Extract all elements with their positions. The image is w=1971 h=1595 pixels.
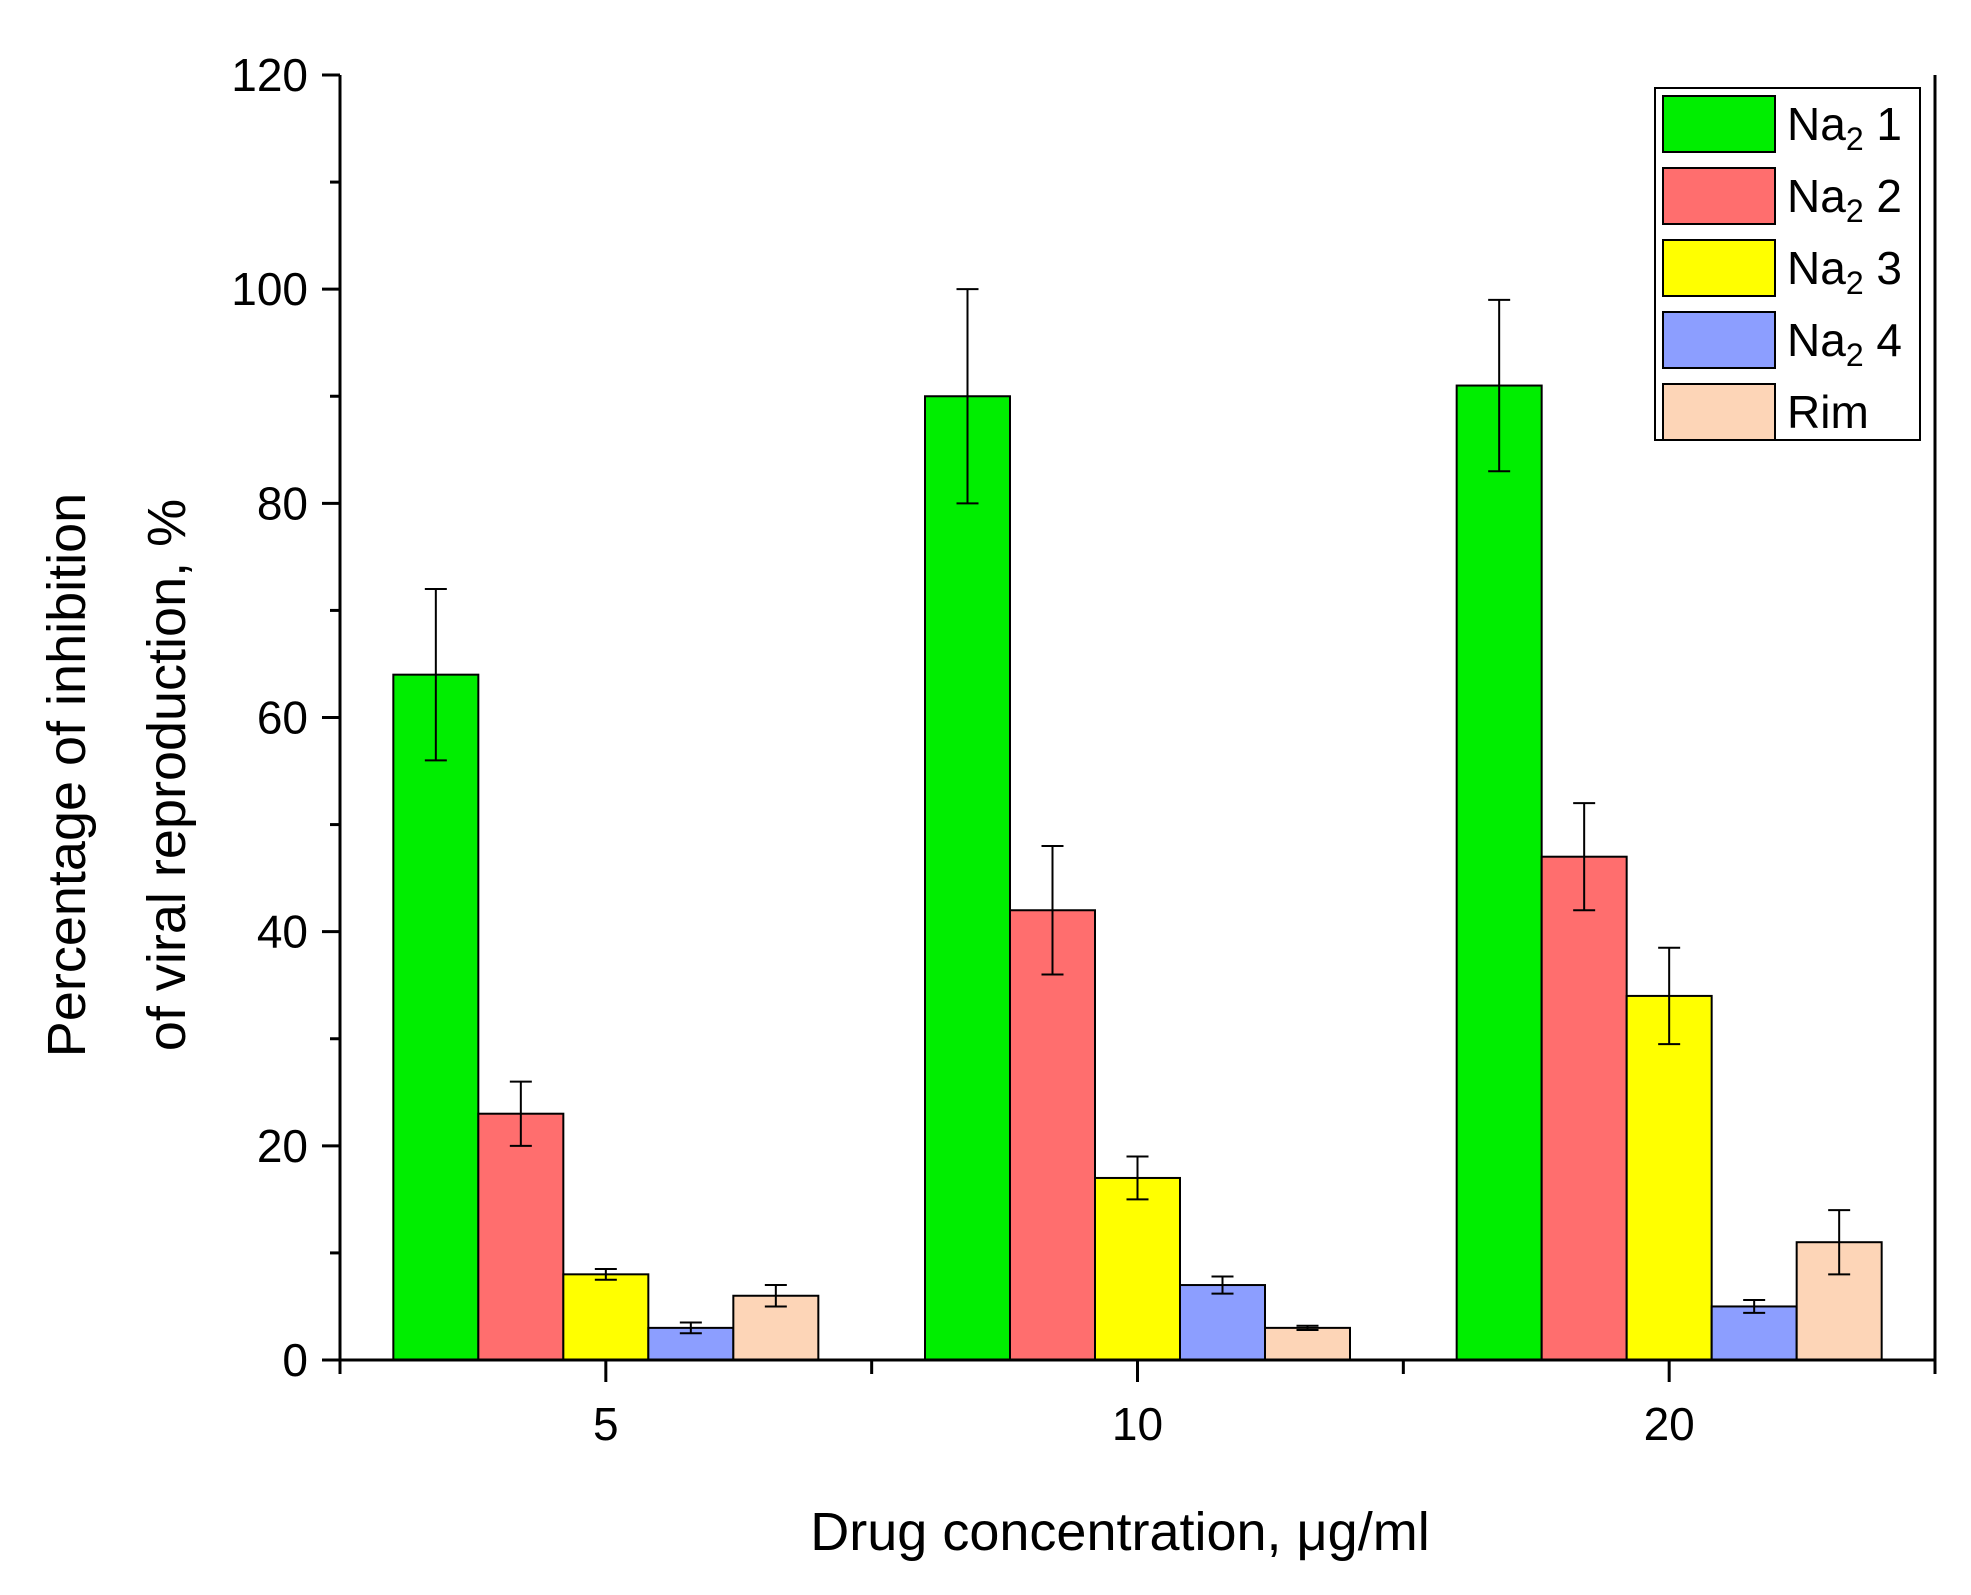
bar-3-10 bbox=[1094, 1176, 1181, 1362]
y-tick-label: 40 bbox=[257, 906, 308, 958]
bar-1-10 bbox=[924, 395, 1011, 1361]
legend-item-3: Na2 3 bbox=[1662, 239, 1902, 301]
bar-1-5 bbox=[392, 673, 480, 1361]
error-bar-2-20 bbox=[1573, 802, 1596, 912]
bar-3-20 bbox=[1625, 994, 1713, 1362]
error-bar-2-5 bbox=[509, 1080, 532, 1147]
error-bar-1-20 bbox=[1488, 298, 1511, 473]
error-bar-5-10 bbox=[1296, 1324, 1319, 1332]
x-tick-label: 5 bbox=[593, 1398, 619, 1450]
bar-5-10 bbox=[1264, 1326, 1351, 1361]
error-bar-5-5 bbox=[764, 1284, 787, 1308]
y-tick-label: 20 bbox=[257, 1120, 308, 1172]
legend-item-1: Na2 1 bbox=[1662, 95, 1902, 157]
bars-layer bbox=[392, 384, 1883, 1362]
error-bar-4-10 bbox=[1211, 1275, 1234, 1295]
legend-swatch bbox=[1662, 383, 1776, 441]
legend-item-2: Na2 2 bbox=[1662, 167, 1902, 229]
bar-2-20 bbox=[1540, 855, 1628, 1361]
bar-4-10 bbox=[1179, 1284, 1266, 1361]
legend-label: Na2 1 bbox=[1787, 98, 1902, 157]
error-bars-layer bbox=[424, 288, 1851, 1335]
bar-4-20 bbox=[1710, 1305, 1798, 1362]
bar-1-20 bbox=[1455, 384, 1543, 1361]
error-bar-4-20 bbox=[1743, 1299, 1766, 1314]
error-bar-2-10 bbox=[1041, 845, 1064, 976]
y-tick-label: 60 bbox=[257, 692, 308, 744]
error-bar-3-20 bbox=[1658, 946, 1681, 1046]
error-bar-3-5 bbox=[594, 1267, 617, 1281]
legend-label: Na2 2 bbox=[1787, 170, 1902, 229]
y-tick-label: 120 bbox=[231, 49, 308, 101]
error-bar-5-20 bbox=[1828, 1209, 1851, 1276]
x-axis-label: Drug concentration, μg/ml bbox=[810, 1502, 1429, 1562]
legend: Na2 1 Na2 2 Na2 3 Na2 4 Rim bbox=[1654, 87, 1921, 441]
y-axis-label-line2: of viral reproduction, % bbox=[137, 499, 197, 1051]
legend-item-5: Rim bbox=[1662, 383, 1869, 441]
legend-swatch bbox=[1662, 239, 1776, 297]
bar-3-5 bbox=[562, 1273, 650, 1362]
y-tick-label: 0 bbox=[282, 1334, 308, 1386]
bar-2-10 bbox=[1009, 909, 1096, 1361]
bar-2-5 bbox=[477, 1112, 565, 1362]
x-tick-label: 10 bbox=[1112, 1398, 1163, 1450]
legend-label: Na2 3 bbox=[1787, 242, 1902, 301]
x-tick-label: 20 bbox=[1644, 1398, 1695, 1450]
legend-swatch bbox=[1662, 311, 1776, 369]
y-axis-label-line1: Percentage of inhibition bbox=[37, 493, 97, 1057]
error-bar-1-10 bbox=[956, 288, 979, 505]
y-tick-label: 100 bbox=[231, 263, 308, 315]
error-bar-3-10 bbox=[1126, 1155, 1149, 1201]
legend-item-4: Na2 4 bbox=[1662, 311, 1902, 373]
ticks-layer: 0 20 40 60 80 100 120 5 10 20 bbox=[231, 49, 1937, 1450]
legend-label: Na2 4 bbox=[1787, 314, 1902, 373]
error-bar-4-5 bbox=[679, 1321, 702, 1335]
legend-swatch bbox=[1662, 95, 1776, 153]
y-axis-label-group: Percentage of inhibition of viral reprod… bbox=[37, 493, 197, 1057]
error-bar-1-5 bbox=[424, 588, 447, 762]
legend-label: Rim bbox=[1787, 386, 1869, 438]
legend-swatch bbox=[1662, 167, 1776, 225]
y-tick-label: 80 bbox=[257, 477, 308, 529]
